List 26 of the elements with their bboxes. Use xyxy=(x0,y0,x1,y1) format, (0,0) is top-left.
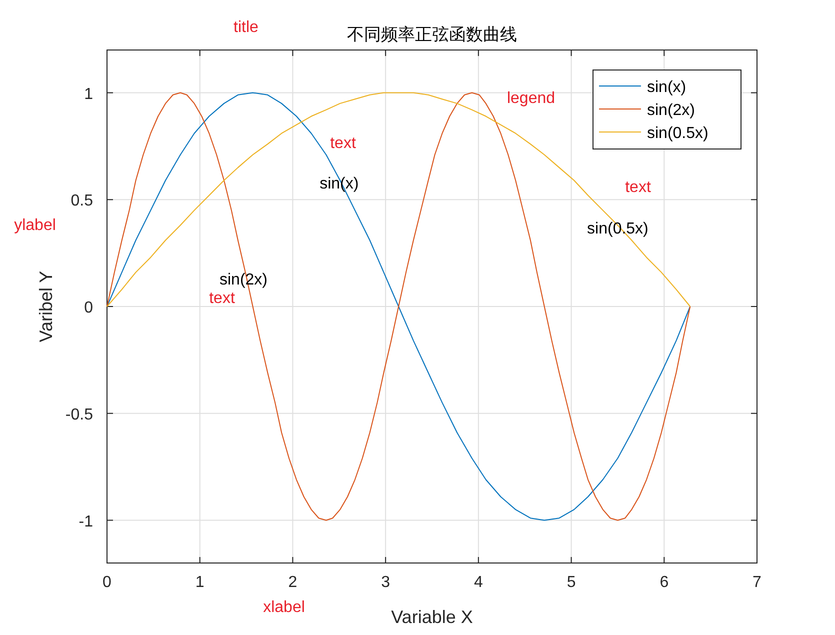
legend-label: sin(2x) xyxy=(647,102,696,119)
y-tick-label: -0.5 xyxy=(65,406,94,424)
x-tick-label: 0 xyxy=(102,574,112,591)
annotation: legend xyxy=(506,90,556,107)
x-tick-label: 5 xyxy=(566,574,576,591)
x-axis-title: Variable X xyxy=(391,607,473,627)
x-tick-label: 6 xyxy=(660,574,669,591)
y-tick-label: -1 xyxy=(78,513,94,530)
y-tick-label: 0.5 xyxy=(70,192,94,210)
x-tick-label: 2 xyxy=(288,574,298,591)
text: ylabel xyxy=(14,217,56,234)
text: xlabel xyxy=(263,599,305,616)
y-tick-label: 1 xyxy=(84,86,94,103)
x-tick-label: 3 xyxy=(381,574,390,591)
annotation: text xyxy=(330,135,356,152)
y-tick-label: 0 xyxy=(84,300,94,316)
chart-title: 不同频率正弦函数曲线 xyxy=(347,25,517,45)
x-tick-label: 4 xyxy=(474,574,483,591)
x-tick-label: 7 xyxy=(752,574,762,591)
x-tick-label: 1 xyxy=(195,574,204,591)
annotation: text xyxy=(625,179,652,196)
text: title xyxy=(234,19,259,36)
annotation: text xyxy=(209,290,236,307)
legend-label: sin(0.5x) xyxy=(647,125,708,142)
legend-label: sin(x) xyxy=(647,79,686,96)
y-axis-title: Varibel Y xyxy=(36,270,56,342)
